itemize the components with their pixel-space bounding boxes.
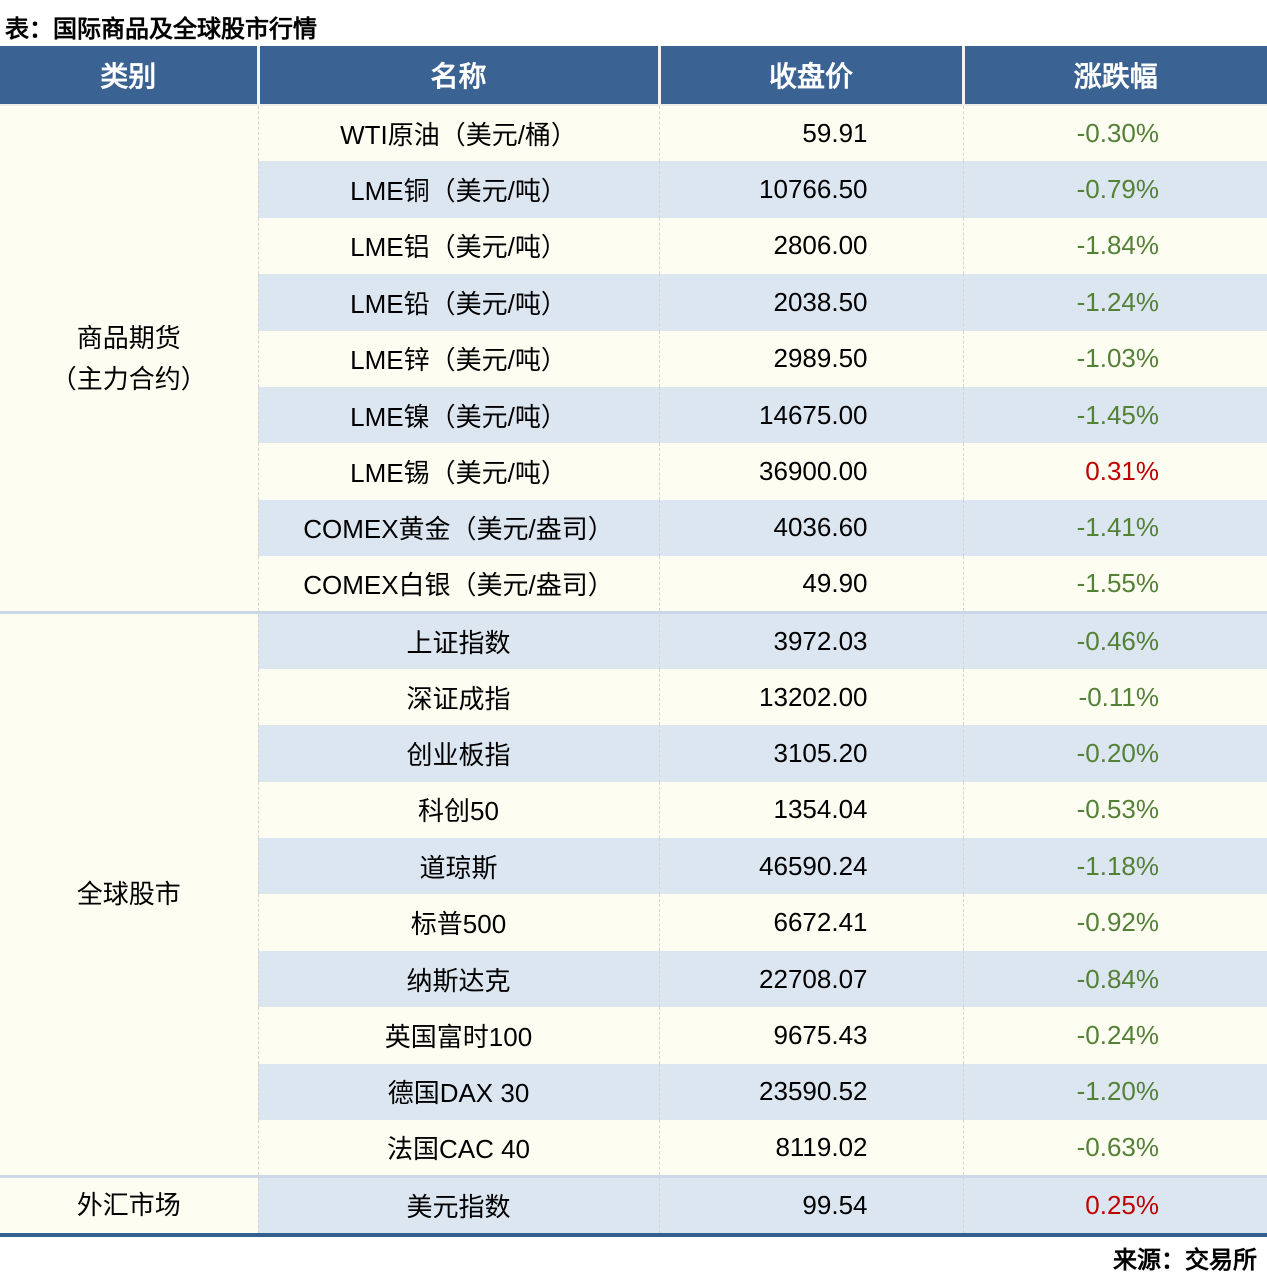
change-cell: -0.24% [962,1007,1267,1064]
change-cell: -1.03% [962,330,1267,387]
name-cell: LME镍（美元/吨） [257,386,659,444]
change-cell: -1.84% [962,217,1267,275]
table-row: LME铜（美元/吨） 10766.50 -0.79% [0,161,1267,218]
close-cell: 2038.50 [658,274,963,331]
close-cell: 99.54 [658,1174,963,1233]
name-cell: 德国DAX 30 [257,1063,659,1121]
name-cell: 美元指数 [257,1174,659,1233]
name-cell: COMEX白银（美元/盎司） [257,556,659,613]
close-cell: 14675.00 [658,386,963,444]
table-row: 纳斯达克 22708.07 -0.84% [0,950,1267,1008]
change-cell: -0.30% [962,105,1267,162]
table-bottom-rule [0,1232,1267,1237]
close-cell: 10766.50 [658,161,963,218]
table-row: LME锌（美元/吨） 2989.50 -1.03% [0,330,1267,387]
change-cell: -1.41% [962,499,1267,557]
name-cell: LME铅（美元/吨） [257,274,659,331]
change-cell: -0.20% [962,725,1267,782]
table-row: 外汇市场 美元指数 99.54 0.25% [0,1174,1267,1233]
change-cell: -0.84% [962,950,1267,1008]
change-cell: -1.20% [962,1063,1267,1121]
change-cell: -1.55% [962,556,1267,613]
close-cell: 22708.07 [658,950,963,1008]
close-cell: 3105.20 [658,725,963,782]
name-cell: COMEX黄金（美元/盎司） [257,499,659,557]
close-cell: 9675.43 [658,1007,963,1064]
close-cell: 2989.50 [658,330,963,387]
table-row: 科创50 1354.04 -0.53% [0,781,1267,839]
table-row: LME铅（美元/吨） 2038.50 -1.24% [0,274,1267,331]
name-cell: 道琼斯 [257,838,659,895]
header-row: 类别 名称 收盘价 涨跌幅 [0,46,1267,106]
close-cell: 3972.03 [658,611,963,669]
change-cell: -0.63% [962,1120,1267,1177]
table-body: 商品期货 （主力合约） WTI原油（美元/桶） 59.91 -0.30% LME铜（美元/… [0,105,1267,1233]
change-cell: -1.18% [962,838,1267,895]
change-cell: 0.25% [962,1174,1267,1233]
header-category: 类别 [0,46,258,106]
name-cell: 科创50 [257,781,659,839]
close-cell: 36900.00 [658,443,963,500]
close-cell: 23590.52 [658,1063,963,1121]
table-header: 类别 名称 收盘价 涨跌幅 [0,46,1267,106]
table-row: 商品期货 （主力合约） WTI原油（美元/桶） 59.91 -0.30% [0,105,1267,613]
name-cell: 纳斯达克 [257,950,659,1008]
close-cell: 49.90 [658,556,963,613]
header-close: 收盘价 [657,46,963,106]
table-row: LME铝（美元/吨） 2806.00 -1.84% [0,217,1267,275]
table-row: 道琼斯 46590.24 -1.18% [0,838,1267,895]
name-cell: 标普500 [257,894,659,951]
table-row: 德国DAX 30 23590.52 -1.20% [0,1063,1267,1121]
name-cell: LME锌（美元/吨） [257,330,659,387]
close-cell: 59.91 [658,105,963,162]
table-row: 深证成指 13202.00 -0.11% [0,668,1267,726]
table-row: 全球股市 上证指数 3972.03 -0.46% [0,611,1267,1177]
change-cell: -0.92% [962,894,1267,951]
category-cell: 商品期货 （主力合约） [0,105,258,613]
close-cell: 46590.24 [658,838,963,895]
quote-table: 类别 名称 收盘价 涨跌幅 商品期货 （主力合约） WTI原油（美元/桶） 59.91… [0,46,1267,1233]
page-title: 表：国际商品及全球股市行情 [5,15,317,43]
change-cell: -1.24% [962,274,1267,331]
table-row: 法国CAC 40 8119.02 -0.63% [0,1120,1267,1177]
table-row: LME锡（美元/吨） 36900.00 0.31% [0,443,1267,500]
name-cell: 法国CAC 40 [257,1120,659,1177]
close-cell: 2806.00 [658,217,963,275]
name-cell: 深证成指 [257,668,659,726]
name-cell: LME锡（美元/吨） [257,443,659,500]
header-change: 涨跌幅 [961,46,1267,106]
close-cell: 1354.04 [658,781,963,839]
header-name: 名称 [256,46,659,106]
name-cell: LME铜（美元/吨） [257,161,659,218]
name-cell: 上证指数 [257,611,659,669]
change-cell: -0.46% [962,611,1267,669]
name-cell: 创业板指 [257,725,659,782]
change-cell: 0.31% [962,443,1267,500]
category-cell: 外汇市场 [0,1174,258,1233]
category-cell: 全球股市 [0,611,258,1177]
table-row: COMEX黄金（美元/盎司） 4036.60 -1.41% [0,499,1267,557]
close-cell: 4036.60 [658,499,963,557]
change-cell: -1.45% [962,386,1267,444]
table-row: LME镍（美元/吨） 14675.00 -1.45% [0,386,1267,444]
close-cell: 8119.02 [658,1120,963,1177]
table-row: 标普500 6672.41 -0.92% [0,894,1267,951]
name-cell: WTI原油（美元/桶） [257,105,659,162]
table-row: 创业板指 3105.20 -0.20% [0,725,1267,782]
close-cell: 6672.41 [658,894,963,951]
change-cell: -0.53% [962,781,1267,839]
change-cell: -0.11% [962,668,1267,726]
name-cell: 英国富时100 [257,1007,659,1064]
change-cell: -0.79% [962,161,1267,218]
table-row: 英国富时100 9675.43 -0.24% [0,1007,1267,1064]
close-cell: 13202.00 [658,668,963,726]
table-row: COMEX白银（美元/盎司） 49.90 -1.55% [0,556,1267,613]
name-cell: LME铝（美元/吨） [257,217,659,275]
source-label: 来源：交易所 [1113,1246,1257,1274]
